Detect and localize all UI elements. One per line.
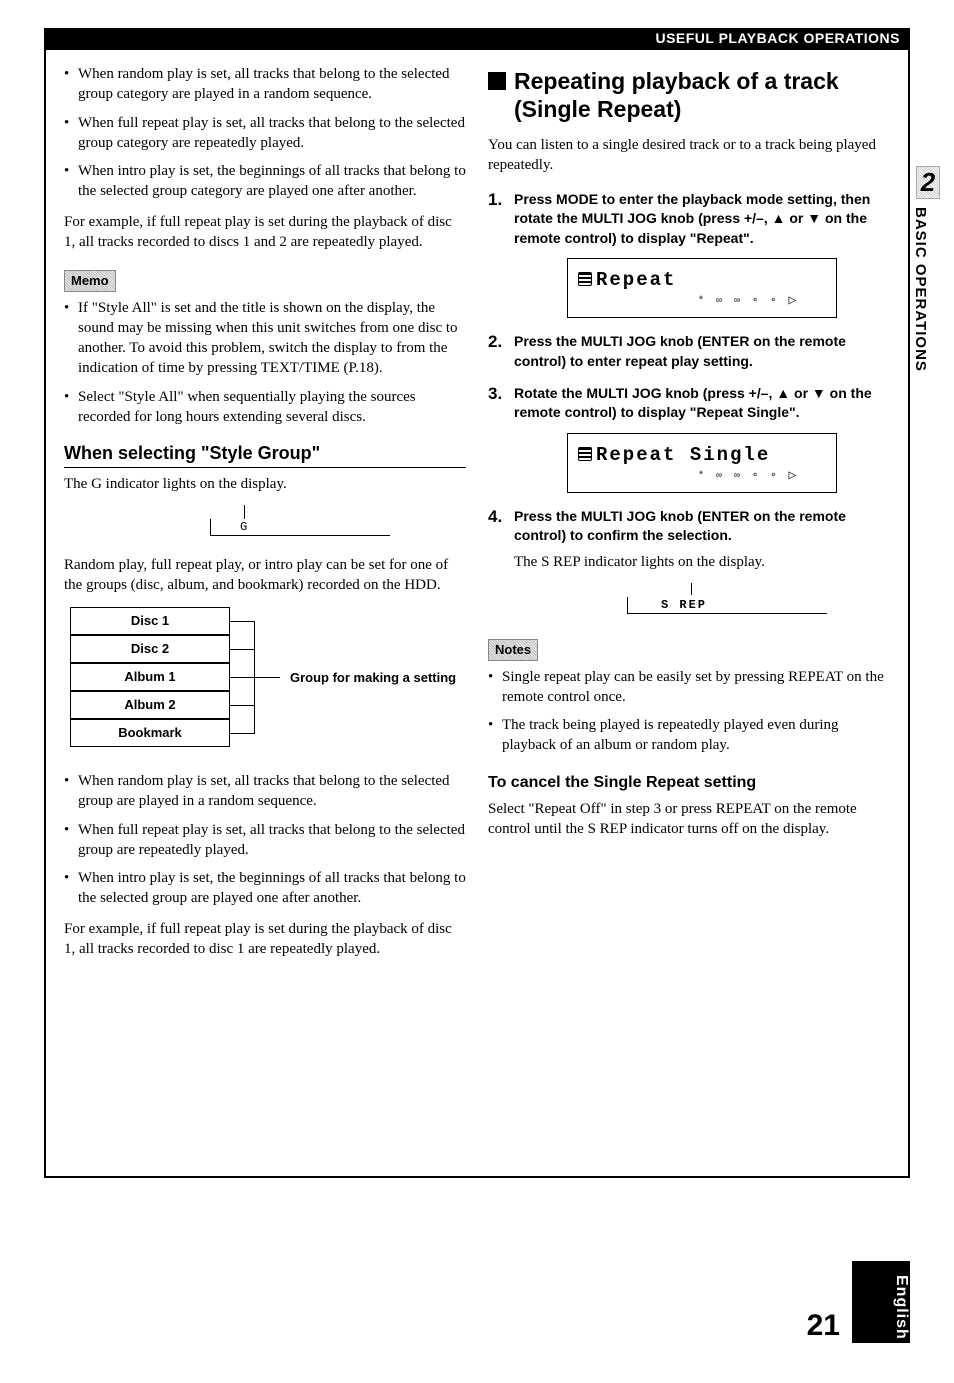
side-chapter-tab: 2 BASIC OPERATIONS xyxy=(912,166,944,372)
step-item: Press MODE to enter the playback mode se… xyxy=(488,190,890,319)
lcd-text: Repeat xyxy=(596,269,676,291)
left-column: When random play is set, all tracks that… xyxy=(64,64,466,971)
group-cell: Album 1 xyxy=(70,663,230,691)
step-item: Press the MULTI JOG knob (ENTER on the r… xyxy=(488,507,890,619)
step-item: Rotate the MULTI JOG knob (press +/–, ▲ … xyxy=(488,384,890,493)
lcd-text: Repeat Single xyxy=(596,444,770,466)
bullet-item: When intro play is set, the beginnings o… xyxy=(64,868,466,909)
disc-icon xyxy=(578,447,592,461)
lcd-sub: * ∞ ∞ ∘ ∘ ▷ xyxy=(698,470,799,484)
group-cell: Disc 1 xyxy=(70,607,230,635)
step-after: The S REP indicator lights on the displa… xyxy=(514,552,890,573)
group-diagram: Disc 1 Disc 2 Album 1 Album 2 Bookmark G… xyxy=(70,607,466,757)
page-frame: USEFUL PLAYBACK OPERATIONS 2 BASIC OPERA… xyxy=(44,28,910,1178)
memo-bullets: If "Style All" is set and the title is s… xyxy=(64,298,466,428)
bullet-item: Select "Style All" when sequentially pla… xyxy=(64,387,466,428)
bullet-item: When random play is set, all tracks that… xyxy=(64,64,466,105)
step-text: Press the MULTI JOG knob (ENTER on the r… xyxy=(514,333,846,369)
group-intro: Random play, full repeat play, or intro … xyxy=(64,555,466,596)
cancel-text: Select "Repeat Off" in step 3 or press R… xyxy=(488,799,890,840)
bullet-item: When full repeat play is set, all tracks… xyxy=(64,820,466,861)
step-item: Press the MULTI JOG knob (ENTER on the r… xyxy=(488,332,890,371)
group-cell: Disc 2 xyxy=(70,635,230,663)
lcd-sub: * ∞ ∞ ∘ ∘ ▷ xyxy=(698,295,799,309)
bullet-item: Single repeat play can be easily set by … xyxy=(488,667,890,708)
g-indicator-text: The G indicator lights on the display. xyxy=(64,474,466,494)
group-bullets: When random play is set, all tracks that… xyxy=(64,771,466,909)
steps-list: Press MODE to enter the playback mode se… xyxy=(488,190,890,619)
group-example: For example, if full repeat play is set … xyxy=(64,919,466,960)
step-text: Rotate the MULTI JOG knob (press +/–, ▲ … xyxy=(514,385,872,421)
srep-indicator-diagram: S REP xyxy=(587,583,817,619)
bullet-item: The track being played is repeatedly pla… xyxy=(488,715,890,756)
step-text: Press the MULTI JOG knob (ENTER on the r… xyxy=(514,508,846,544)
lcd-display: Repeat * ∞ ∞ ∘ ∘ ▷ xyxy=(567,258,837,318)
page-number: 21 xyxy=(807,1309,840,1343)
group-cell: Album 2 xyxy=(70,691,230,719)
group-cell: Bookmark xyxy=(70,719,230,747)
section-intro: You can listen to a single desired track… xyxy=(488,135,890,176)
disc-icon xyxy=(578,272,592,286)
header-title: USEFUL PLAYBACK OPERATIONS xyxy=(655,30,900,46)
srep-label: S REP xyxy=(661,597,707,614)
bullet-item: When random play is set, all tracks that… xyxy=(64,771,466,812)
section-heading: Repeating playback of a track (Single Re… xyxy=(488,68,890,123)
bullet-item: If "Style All" is set and the title is s… xyxy=(64,298,466,379)
memo-label: Memo xyxy=(64,270,116,292)
cancel-heading: To cancel the Single Repeat setting xyxy=(488,772,890,794)
g-indicator-diagram: G xyxy=(150,505,380,541)
bullet-item: When full repeat play is set, all tracks… xyxy=(64,113,466,154)
bullet-item: When intro play is set, the beginnings o… xyxy=(64,161,466,202)
right-column: Repeating playback of a track (Single Re… xyxy=(488,64,890,971)
example-text: For example, if full repeat play is set … xyxy=(64,212,466,253)
style-group-heading: When selecting "Style Group" xyxy=(64,441,466,468)
language-tab: English xyxy=(852,1261,910,1343)
g-label: G xyxy=(240,519,247,535)
chapter-title: BASIC OPERATIONS xyxy=(912,207,929,372)
notes-label: Notes xyxy=(488,639,538,661)
notes-bullets: Single repeat play can be easily set by … xyxy=(488,667,890,756)
chapter-number: 2 xyxy=(916,166,940,199)
group-label: Group for making a setting xyxy=(290,669,456,687)
step-text: Press MODE to enter the playback mode se… xyxy=(514,191,870,246)
lcd-display: Repeat Single * ∞ ∞ ∘ ∘ ▷ xyxy=(567,433,837,493)
prev-bullets: When random play is set, all tracks that… xyxy=(64,64,466,202)
